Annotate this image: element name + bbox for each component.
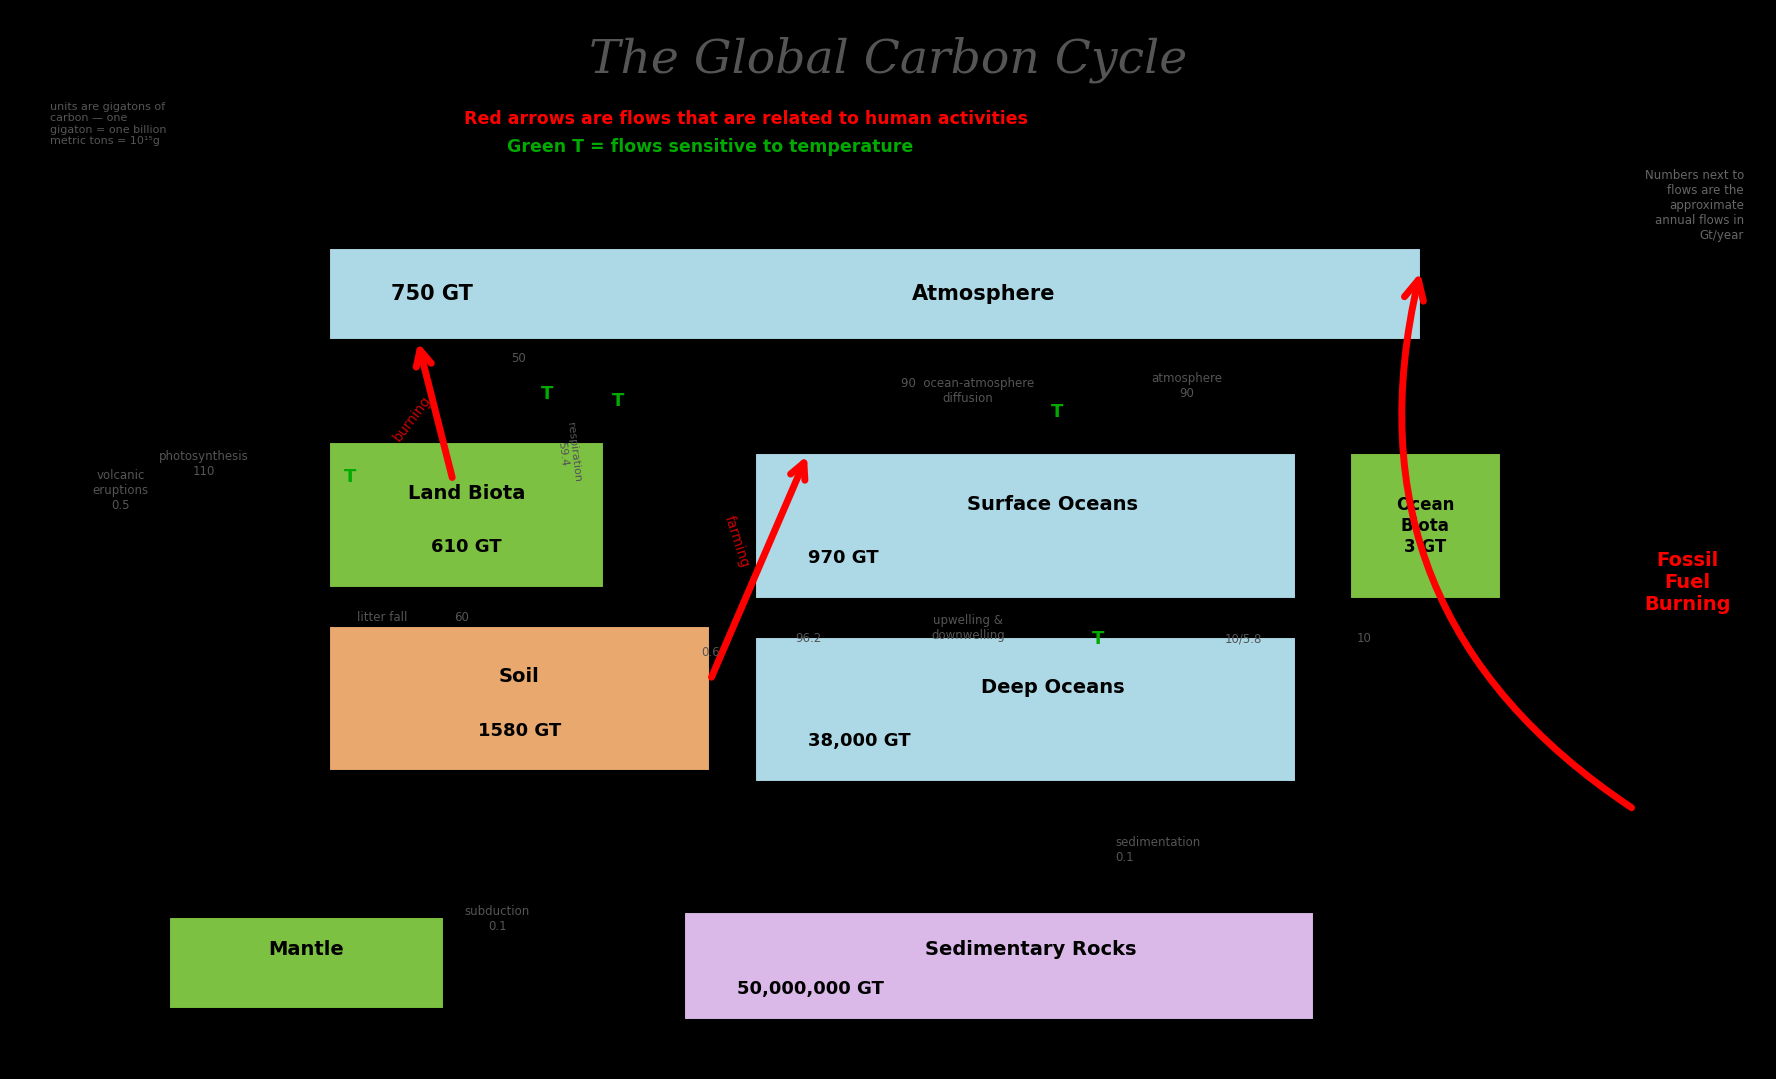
Text: units are gigatons of
carbon — one
gigaton = one billion
metric tons = 10¹⁵g: units are gigatons of carbon — one gigat… [50, 101, 167, 147]
FancyArrowPatch shape [453, 345, 478, 439]
FancyArrowPatch shape [932, 345, 961, 450]
Text: 1580 GT: 1580 GT [478, 722, 561, 740]
FancyArrowPatch shape [449, 988, 680, 997]
Text: 610 GT: 610 GT [432, 538, 501, 557]
FancyBboxPatch shape [1350, 453, 1501, 599]
Text: 60: 60 [455, 611, 469, 624]
Text: T: T [1051, 404, 1062, 421]
FancyBboxPatch shape [755, 453, 1296, 599]
Text: 750 GT: 750 GT [391, 284, 472, 304]
FancyBboxPatch shape [755, 637, 1296, 782]
Text: Soil: Soil [499, 667, 540, 686]
FancyArrowPatch shape [233, 344, 332, 915]
FancyArrowPatch shape [1300, 551, 1344, 560]
Text: T: T [613, 393, 623, 410]
Text: 970 GT: 970 GT [808, 549, 879, 568]
FancyArrowPatch shape [1401, 281, 1632, 808]
Text: 50,000,000 GT: 50,000,000 GT [737, 981, 884, 998]
Text: atmosphere
90: atmosphere 90 [1151, 372, 1222, 400]
Text: litter fall: litter fall [357, 611, 407, 624]
FancyArrowPatch shape [380, 343, 405, 437]
Text: 0.6: 0.6 [702, 646, 719, 659]
FancyArrowPatch shape [417, 591, 428, 620]
Text: Sedimentary Rocks: Sedimentary Rocks [925, 940, 1137, 959]
Text: Fossil
Fuel
Burning: Fossil Fuel Burning [1645, 551, 1730, 614]
FancyArrowPatch shape [865, 602, 876, 631]
FancyArrowPatch shape [712, 463, 805, 678]
Text: 38,000 GT: 38,000 GT [808, 733, 911, 751]
FancyBboxPatch shape [684, 912, 1314, 1020]
Text: Deep Oceans: Deep Oceans [980, 678, 1124, 697]
Text: T: T [1092, 630, 1103, 647]
Text: respiration
59.4: respiration 59.4 [554, 422, 583, 484]
Text: farming: farming [723, 514, 751, 570]
Text: sedimentation
0.1: sedimentation 0.1 [1115, 836, 1201, 864]
FancyBboxPatch shape [329, 248, 1421, 340]
Text: 96.2: 96.2 [796, 632, 821, 645]
Text: burning: burning [391, 393, 433, 445]
Text: Green T = flows sensitive to temperature: Green T = flows sensitive to temperature [508, 138, 913, 155]
FancyArrowPatch shape [1025, 786, 1035, 906]
Text: Mantle: Mantle [268, 940, 345, 959]
Text: Surface Oceans: Surface Oceans [968, 494, 1138, 514]
Text: The Global Carbon Cycle: The Global Carbon Cycle [590, 36, 1186, 83]
Text: 50: 50 [511, 352, 526, 365]
FancyBboxPatch shape [329, 626, 710, 771]
FancyArrowPatch shape [416, 350, 453, 478]
Text: 90  ocean-atmosphere
diffusion: 90 ocean-atmosphere diffusion [900, 377, 1035, 405]
FancyArrowPatch shape [909, 604, 920, 633]
FancyArrowPatch shape [632, 774, 742, 907]
Text: volcanic
eruptions
0.5: volcanic eruptions 0.5 [92, 469, 149, 513]
Text: Ocean
Biota
3 GT: Ocean Biota 3 GT [1396, 496, 1455, 556]
Text: subduction
0.1: subduction 0.1 [465, 905, 529, 933]
FancyArrowPatch shape [868, 343, 897, 448]
Text: 10: 10 [1357, 632, 1371, 645]
FancyArrowPatch shape [1051, 336, 1069, 344]
Text: upwelling &
downwelling: upwelling & downwelling [931, 614, 1005, 642]
Text: Numbers next to
flows are the
approximate
annual flows in
Gt/year: Numbers next to flows are the approximat… [1645, 168, 1744, 242]
Text: Land Biota: Land Biota [407, 483, 526, 503]
Text: 10/5.8: 10/5.8 [1224, 632, 1263, 645]
FancyBboxPatch shape [169, 917, 444, 1009]
FancyArrowPatch shape [458, 593, 467, 623]
Text: photosynthesis
110: photosynthesis 110 [160, 450, 249, 478]
FancyBboxPatch shape [329, 442, 604, 588]
Text: T: T [542, 385, 552, 402]
Text: Atmosphere: Atmosphere [913, 284, 1055, 304]
Text: T: T [345, 468, 355, 486]
FancyArrowPatch shape [1302, 535, 1346, 544]
Text: Red arrows are flows that are related to human activities: Red arrows are flows that are related to… [464, 110, 1028, 127]
